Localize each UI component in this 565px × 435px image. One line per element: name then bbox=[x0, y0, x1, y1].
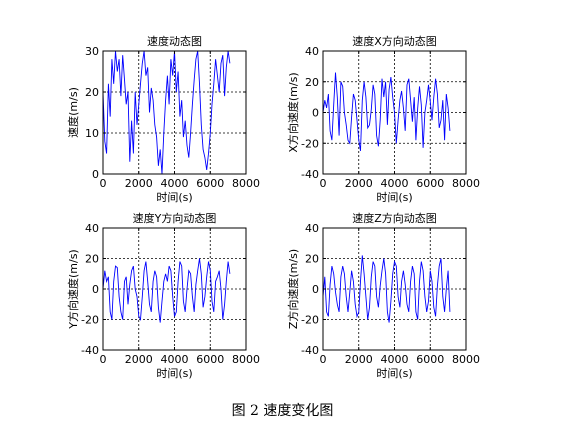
x-tick-label: 6000 bbox=[196, 177, 224, 190]
y-axis-label: Z方向速度(m/s) bbox=[286, 249, 300, 329]
y-axis-label: Y方向速度(m/s) bbox=[66, 249, 80, 329]
chart-title: 速度Y方向动态图 bbox=[133, 211, 217, 225]
y-tick-label: -40 bbox=[81, 344, 99, 357]
y-tick-label: 40 bbox=[305, 45, 319, 58]
figure-caption: 图 2 速度变化图 bbox=[231, 403, 334, 419]
y-tick-label: -40 bbox=[301, 168, 319, 181]
series-line bbox=[102, 258, 231, 323]
y-tick-label: 40 bbox=[305, 222, 319, 235]
chart-4: 0 2000 4000 6000 8000 -40 -20 0 20 40 速度Z方向动态图时间(s… bbox=[286, 211, 480, 380]
y-tick-label: 20 bbox=[305, 76, 319, 89]
chart-title: 速度X方向动态图 bbox=[352, 34, 437, 48]
y-tick-label: -20 bbox=[301, 314, 319, 327]
series-line bbox=[102, 50, 231, 175]
y-tick-label: 20 bbox=[305, 253, 319, 266]
y-tick-label: 0 bbox=[92, 283, 99, 296]
x-axis-label: 时间(s) bbox=[376, 191, 412, 204]
x-tick-label: 8000 bbox=[232, 353, 260, 366]
y-tick-label: 40 bbox=[85, 222, 99, 235]
x-tick-label: 0 bbox=[320, 353, 327, 366]
x-axis-label: 时间(s) bbox=[376, 367, 412, 380]
x-tick-label: 8000 bbox=[452, 353, 480, 366]
x-tick-label: 0 bbox=[320, 177, 327, 190]
x-tick-label: 6000 bbox=[416, 177, 444, 190]
chart-3: 0 2000 4000 6000 8000 -40 -20 0 20 40 速度Y方向动态图时间(s… bbox=[66, 211, 260, 380]
x-tick-label: 6000 bbox=[416, 353, 444, 366]
y-tick-label: 30 bbox=[85, 45, 99, 58]
y-axis-label: X方向速度(m/s) bbox=[286, 72, 300, 152]
x-tick-label: 2000 bbox=[125, 353, 153, 366]
y-tick-label: 0 bbox=[312, 107, 319, 120]
chart-title: 速度Z方向动态图 bbox=[352, 211, 437, 225]
x-tick-label: 4000 bbox=[161, 177, 189, 190]
x-tick-label: 4000 bbox=[381, 353, 409, 366]
x-axis-label: 时间(s) bbox=[156, 367, 192, 380]
chart-2: 0 2000 4000 6000 8000 -40 -20 0 20 40 速度X方向动态图时间(s… bbox=[286, 34, 480, 204]
y-tick-label: 10 bbox=[85, 127, 99, 140]
x-tick-label: 4000 bbox=[381, 177, 409, 190]
x-tick-label: 6000 bbox=[196, 353, 224, 366]
x-tick-label: 0 bbox=[100, 353, 107, 366]
series-line bbox=[322, 255, 451, 323]
x-tick-label: 2000 bbox=[125, 177, 153, 190]
x-tick-label: 8000 bbox=[452, 177, 480, 190]
x-tick-label: 8000 bbox=[232, 177, 260, 190]
x-tick-label: 0 bbox=[100, 177, 107, 190]
y-tick-label: -20 bbox=[81, 314, 99, 327]
y-tick-label: 0 bbox=[312, 283, 319, 296]
y-tick-label: -20 bbox=[301, 137, 319, 150]
y-tick-label: 20 bbox=[85, 86, 99, 99]
x-tick-label: 2000 bbox=[345, 353, 373, 366]
y-axis-label: 速度(m/s) bbox=[66, 87, 80, 138]
y-tick-label: 20 bbox=[85, 253, 99, 266]
x-tick-label: 2000 bbox=[345, 177, 373, 190]
series-line bbox=[322, 72, 451, 151]
x-axis-label: 时间(s) bbox=[156, 191, 192, 204]
x-tick-label: 4000 bbox=[161, 353, 189, 366]
y-tick-label: 0 bbox=[92, 168, 99, 181]
chart-title: 速度动态图 bbox=[147, 34, 202, 48]
y-tick-label: -40 bbox=[301, 344, 319, 357]
